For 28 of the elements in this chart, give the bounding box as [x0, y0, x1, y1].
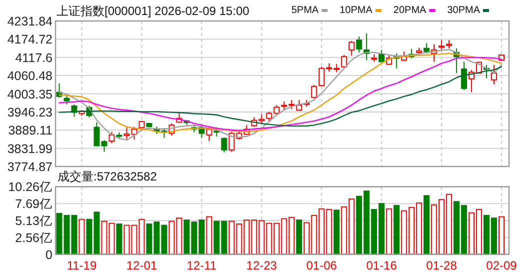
- x-tick-label: 12-11: [186, 258, 217, 272]
- y-tick-label: 5.13亿: [15, 214, 52, 228]
- y-tick-label: 0: [46, 248, 53, 262]
- y-tick-label: 4231.84: [7, 14, 53, 28]
- x-tick-label: 12-23: [246, 258, 278, 272]
- y-tick-label: 4060.48: [7, 69, 53, 84]
- legend-label: 10PMA: [340, 5, 373, 16]
- y-tick-label: 3774.87: [7, 160, 53, 174]
- y-tick-label: 4117.6: [15, 50, 53, 65]
- y-tick-label: 7.69亿: [15, 197, 52, 212]
- y-tick-label: 10.26亿: [8, 180, 52, 194]
- x-tick-label: 01-28: [426, 258, 458, 272]
- x-tick-label: 01-06: [306, 258, 338, 272]
- legend-label: 20PMA: [393, 5, 427, 16]
- x-tick-label: 02-09: [486, 258, 518, 272]
- y-tick-label: 3889.11: [8, 124, 53, 138]
- chart-title: 上证指数[000001] 2026-02-09 15:00: [56, 4, 250, 18]
- x-tick-label: 01-16: [366, 258, 398, 272]
- y-tick-label: 4174.72: [7, 32, 53, 47]
- y-tick-label: 4003.35: [7, 87, 53, 102]
- legend-label: 5PMA: [291, 5, 319, 16]
- text: 成交量:572632582: [58, 170, 158, 184]
- x-tick-label: 11-19: [66, 258, 97, 272]
- y-tick-label: 2.56亿: [15, 230, 52, 245]
- x-tick-label: 12-01: [126, 258, 158, 272]
- y-tick-label: 3946.23: [7, 105, 53, 120]
- y-tick-label: 3831.99: [7, 142, 53, 156]
- legend-label: 30PMA: [447, 5, 480, 16]
